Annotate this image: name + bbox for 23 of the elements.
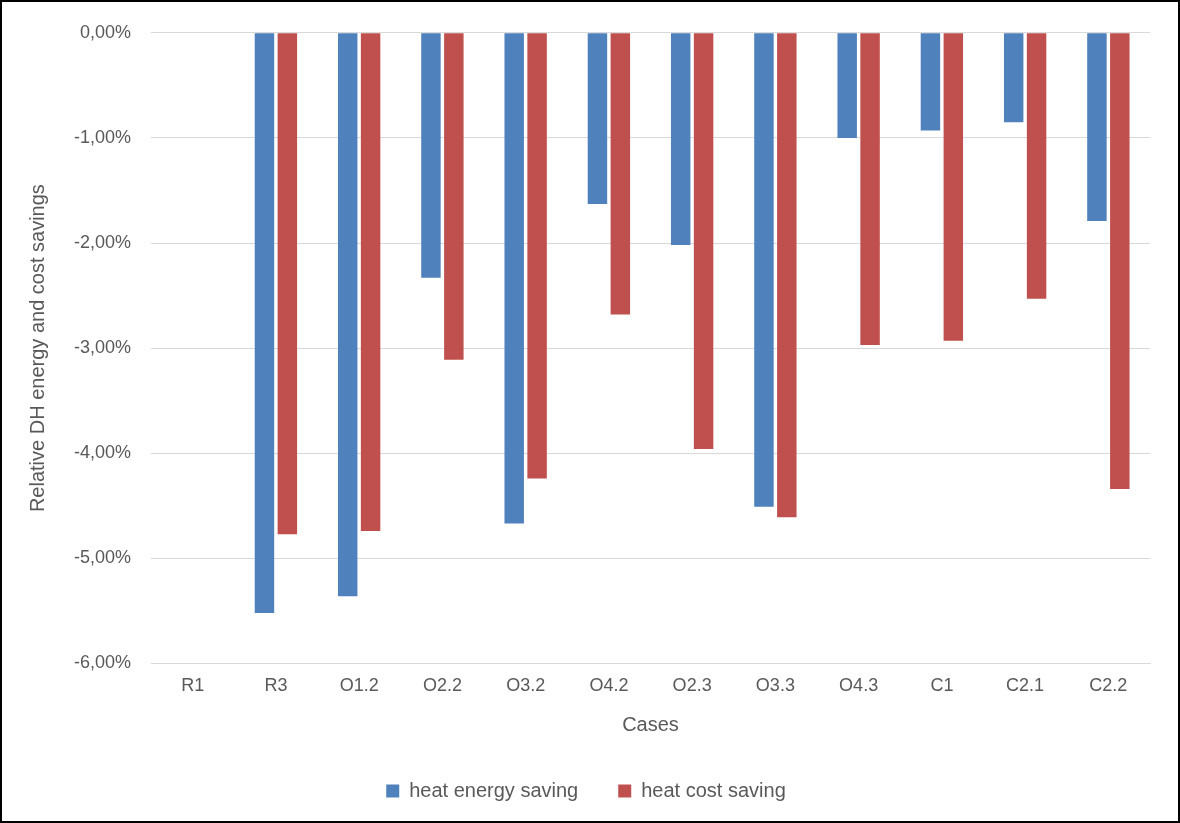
y-tick-label: -3,00% (73, 337, 132, 358)
x-tick-label: C2.1 (1006, 675, 1045, 696)
x-tick-label: C1 (930, 675, 954, 696)
x-tick-label: O3.3 (755, 675, 795, 696)
x-tick-label: R1 (181, 675, 205, 696)
x-tick-label: O1.2 (339, 675, 379, 696)
y-tick-label: -2,00% (73, 231, 132, 252)
legend-label: heat cost saving (641, 778, 786, 801)
y-tick-label: -1,00% (73, 126, 132, 147)
y-tick-label: -4,00% (73, 442, 132, 463)
x-tick-label: O4.2 (589, 675, 629, 696)
x-tick-label: C2.2 (1089, 675, 1128, 696)
y-tick-label: 0,00% (79, 21, 132, 42)
x-tick-label: O3.2 (506, 675, 546, 696)
x-axis-title: Cases (622, 712, 679, 735)
y-tick-label: -5,00% (73, 547, 132, 568)
legend-label: heat energy saving (409, 778, 579, 801)
x-tick-label: O4.3 (839, 675, 879, 696)
x-tick-label: R3 (264, 675, 288, 696)
x-tick-label: O2.3 (672, 675, 712, 696)
x-tick-label: O2.2 (422, 675, 462, 696)
y-tick-label: -6,00% (73, 652, 132, 673)
y-axis-title: Relative DH energy and cost savings (25, 184, 48, 513)
